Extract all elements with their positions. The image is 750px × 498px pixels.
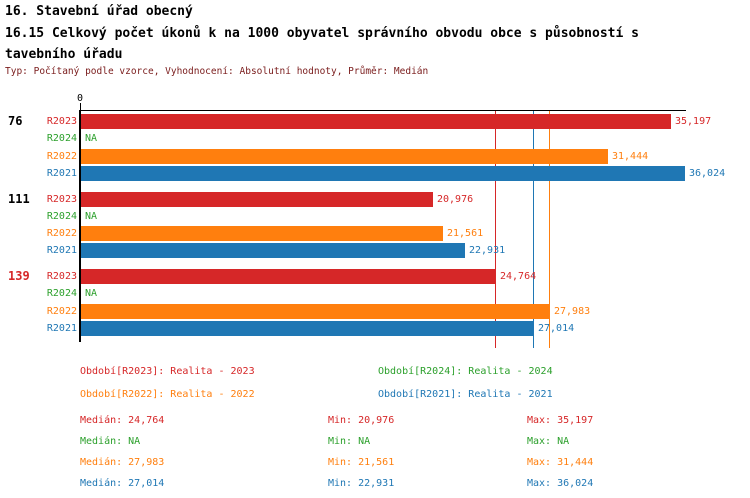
bar-value-label: 20,976 <box>437 194 474 205</box>
legend-item-R2023: Období[R2023]: Realita - 2023 <box>80 366 255 377</box>
bar-value-label: 36,024 <box>689 168 726 179</box>
stat-min-R2022: Min: 21,561 <box>328 457 395 468</box>
series-label-R2021: R2021 <box>46 245 77 256</box>
stat-median-R2023: Medián: 24,764 <box>80 415 165 426</box>
bar-R2023 <box>81 192 433 207</box>
series-label-R2024: R2024 <box>46 211 77 222</box>
series-label-R2022: R2022 <box>46 151 77 162</box>
series-label-R2022: R2022 <box>46 306 77 317</box>
bar-R2023 <box>81 114 671 129</box>
bar-value-label: 22,931 <box>469 245 506 256</box>
chart-title-line1: 16.15 Celkový počet úkonů k na 1000 obyv… <box>5 26 639 41</box>
bar-R2021 <box>81 243 465 258</box>
stat-max-R2024: Max: NA <box>527 436 570 447</box>
bar-value-label: 21,561 <box>447 228 484 239</box>
group-label: 76 <box>8 114 23 128</box>
stat-max-R2021: Max: 36,024 <box>527 478 594 489</box>
series-label-R2022: R2022 <box>46 228 77 239</box>
axis-line-top <box>80 110 686 111</box>
chart-title-line2: tavebního úřadu <box>5 47 123 62</box>
stat-min-R2021: Min: 22,931 <box>328 478 395 489</box>
bar-R2022 <box>81 304 550 319</box>
legend-item-R2022: Období[R2022]: Realita - 2022 <box>80 389 255 400</box>
bar-R2023 <box>81 269 496 284</box>
bar-value-label: 31,444 <box>612 151 649 162</box>
stat-median-R2021: Medián: 27,014 <box>80 478 165 489</box>
bar-R2021 <box>81 321 534 336</box>
chart-subtitle: Typ: Počítaný podle vzorce, Vyhodnocení:… <box>5 66 429 77</box>
median-reference-line-R2022 <box>549 111 550 348</box>
legend-item-R2021: Období[R2021]: Realita - 2021 <box>378 389 553 400</box>
stat-max-R2022: Max: 31,444 <box>527 457 594 468</box>
stat-median-R2022: Medián: 27,983 <box>80 457 165 468</box>
axis-tick <box>80 103 81 111</box>
stat-min-R2023: Min: 20,976 <box>328 415 395 426</box>
series-label-R2023: R2023 <box>46 116 77 127</box>
group-label: 111 <box>8 192 30 206</box>
series-label-R2024: R2024 <box>46 133 77 144</box>
bar-R2022 <box>81 226 443 241</box>
series-label-R2021: R2021 <box>46 323 77 334</box>
series-label-R2023: R2023 <box>46 194 77 205</box>
axis-origin-label: 0 <box>76 93 84 104</box>
axis-line-left <box>79 110 81 342</box>
median-reference-line-R2021 <box>533 111 534 348</box>
series-label-R2023: R2023 <box>46 271 77 282</box>
series-label-R2024: R2024 <box>46 288 77 299</box>
bar-value-label-na: NA <box>85 211 98 222</box>
bar-R2021 <box>81 166 685 181</box>
series-label-R2021: R2021 <box>46 168 77 179</box>
bar-value-label: 27,014 <box>538 323 575 334</box>
bar-value-label: 35,197 <box>675 116 712 127</box>
page-title: 16. Stavební úřad obecný <box>5 4 193 19</box>
stat-min-R2024: Min: NA <box>328 436 371 447</box>
legend-item-R2024: Období[R2024]: Realita - 2024 <box>378 366 553 377</box>
stat-median-R2024: Medián: NA <box>80 436 141 447</box>
bar-value-label: 27,983 <box>554 306 591 317</box>
bar-value-label-na: NA <box>85 133 98 144</box>
median-reference-line-R2023 <box>495 111 496 348</box>
group-label: 139 <box>8 269 30 283</box>
bar-value-label-na: NA <box>85 288 98 299</box>
bar-R2022 <box>81 149 608 164</box>
stat-max-R2023: Max: 35,197 <box>527 415 594 426</box>
bar-value-label: 24,764 <box>500 271 537 282</box>
